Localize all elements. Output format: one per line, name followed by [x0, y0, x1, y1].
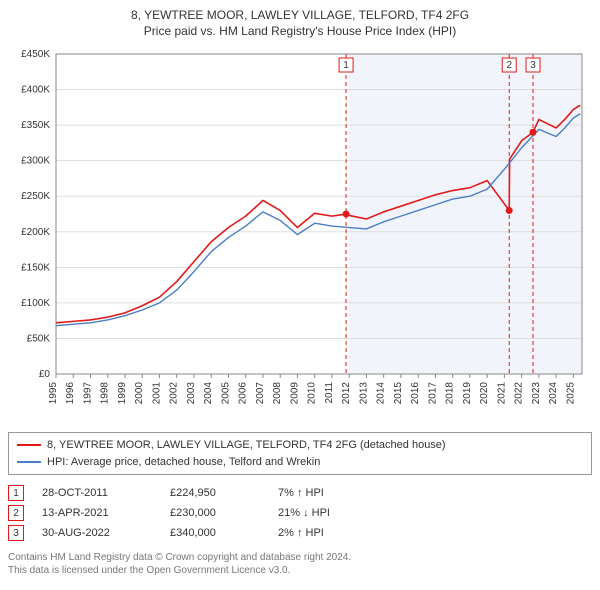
footer-line1: Contains HM Land Registry data © Crown c…	[8, 551, 592, 564]
svg-text:1: 1	[343, 60, 349, 71]
sale-delta: 2% ↑ HPI	[278, 527, 388, 539]
svg-text:2013: 2013	[358, 382, 369, 405]
svg-text:2005: 2005	[220, 382, 231, 405]
legend-swatch-hpi	[17, 461, 41, 463]
footer-attribution: Contains HM Land Registry data © Crown c…	[8, 551, 592, 577]
svg-text:2014: 2014	[376, 382, 387, 405]
svg-text:2024: 2024	[548, 382, 559, 405]
svg-text:1995: 1995	[48, 382, 59, 405]
svg-text:2007: 2007	[255, 382, 266, 405]
svg-text:£200K: £200K	[21, 227, 50, 238]
sale-delta: 21% ↓ HPI	[278, 507, 388, 519]
svg-text:2012: 2012	[341, 382, 352, 405]
sale-price: £230,000	[170, 507, 260, 519]
chart-title-block: 8, YEWTREE MOOR, LAWLEY VILLAGE, TELFORD…	[8, 8, 592, 38]
svg-text:2015: 2015	[393, 382, 404, 405]
svg-text:2011: 2011	[324, 382, 335, 404]
svg-text:£350K: £350K	[21, 120, 50, 131]
svg-text:£0: £0	[39, 369, 51, 380]
svg-text:2022: 2022	[514, 382, 525, 405]
sale-date: 13-APR-2021	[42, 507, 152, 519]
svg-text:£250K: £250K	[21, 191, 50, 202]
title-line1: 8, YEWTREE MOOR, LAWLEY VILLAGE, TELFORD…	[8, 8, 592, 22]
svg-text:2001: 2001	[151, 382, 162, 405]
sales-table: 1 28-OCT-2011 £224,950 7% ↑ HPI 2 13-APR…	[8, 483, 592, 543]
sale-price: £224,950	[170, 487, 260, 499]
legend-label-property: 8, YEWTREE MOOR, LAWLEY VILLAGE, TELFORD…	[47, 437, 446, 454]
svg-text:2017: 2017	[427, 382, 438, 405]
svg-text:2010: 2010	[307, 382, 318, 405]
svg-text:2016: 2016	[410, 382, 421, 405]
svg-text:1996: 1996	[65, 382, 76, 405]
sale-date: 30-AUG-2022	[42, 527, 152, 539]
sale-delta: 7% ↑ HPI	[278, 487, 388, 499]
svg-text:2009: 2009	[289, 382, 300, 405]
svg-text:1998: 1998	[100, 382, 111, 405]
footer-line2: This data is licensed under the Open Gov…	[8, 564, 592, 577]
svg-text:£100K: £100K	[21, 298, 50, 309]
svg-text:£150K: £150K	[21, 262, 50, 273]
svg-text:2002: 2002	[169, 382, 180, 405]
price-chart: £0 £50K £100K £150K £200K £250K £300K £350K £400…	[8, 44, 592, 424]
svg-text:£400K: £400K	[21, 85, 50, 96]
sale-row: 3 30-AUG-2022 £340,000 2% ↑ HPI	[8, 523, 592, 543]
svg-text:2004: 2004	[203, 382, 214, 405]
svg-text:1999: 1999	[117, 382, 128, 405]
svg-text:2025: 2025	[565, 382, 576, 405]
svg-text:2020: 2020	[479, 382, 490, 405]
svg-text:2021: 2021	[496, 382, 507, 405]
sale-row: 1 28-OCT-2011 £224,950 7% ↑ HPI	[8, 483, 592, 503]
svg-text:2008: 2008	[272, 382, 283, 405]
svg-text:2003: 2003	[186, 382, 197, 405]
sale-marker-3: 3	[8, 525, 24, 541]
sale-row: 2 13-APR-2021 £230,000 21% ↓ HPI	[8, 503, 592, 523]
sale-price: £340,000	[170, 527, 260, 539]
svg-text:£50K: £50K	[27, 333, 51, 344]
sale-marker-2: 2	[8, 505, 24, 521]
svg-text:2023: 2023	[531, 382, 542, 405]
svg-text:2: 2	[506, 60, 512, 71]
svg-text:1997: 1997	[82, 382, 93, 405]
svg-text:£450K: £450K	[21, 49, 50, 60]
svg-text:£300K: £300K	[21, 156, 50, 167]
legend-row-hpi: HPI: Average price, detached house, Telf…	[17, 454, 583, 471]
legend-row-property: 8, YEWTREE MOOR, LAWLEY VILLAGE, TELFORD…	[17, 437, 583, 454]
svg-text:2019: 2019	[462, 382, 473, 405]
title-line2: Price paid vs. HM Land Registry's House …	[8, 24, 592, 38]
legend-swatch-property	[17, 444, 41, 446]
legend: 8, YEWTREE MOOR, LAWLEY VILLAGE, TELFORD…	[8, 432, 592, 475]
sale-marker-1: 1	[8, 485, 24, 501]
legend-label-hpi: HPI: Average price, detached house, Telf…	[47, 454, 320, 471]
svg-text:2018: 2018	[445, 382, 456, 405]
svg-text:3: 3	[530, 60, 536, 71]
svg-text:2006: 2006	[238, 382, 249, 405]
svg-text:2000: 2000	[134, 382, 145, 405]
sale-date: 28-OCT-2011	[42, 487, 152, 499]
